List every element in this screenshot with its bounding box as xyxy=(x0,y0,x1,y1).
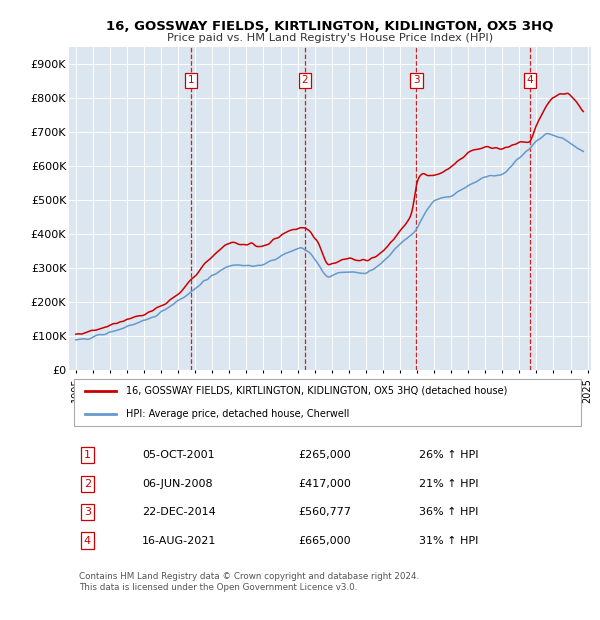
Text: Contains HM Land Registry data © Crown copyright and database right 2024.
This d: Contains HM Land Registry data © Crown c… xyxy=(79,572,419,592)
Text: HPI: Average price, detached house, Cherwell: HPI: Average price, detached house, Cher… xyxy=(127,409,350,419)
Text: 21% ↑ HPI: 21% ↑ HPI xyxy=(419,479,478,489)
Text: 31% ↑ HPI: 31% ↑ HPI xyxy=(419,536,478,546)
Text: £665,000: £665,000 xyxy=(299,536,352,546)
Text: Price paid vs. HM Land Registry's House Price Index (HPI): Price paid vs. HM Land Registry's House … xyxy=(167,33,493,43)
Text: £417,000: £417,000 xyxy=(299,479,352,489)
FancyBboxPatch shape xyxy=(74,379,581,426)
Text: 1: 1 xyxy=(84,450,91,460)
Text: 2: 2 xyxy=(302,76,308,86)
Text: 3: 3 xyxy=(413,76,420,86)
Text: 16, GOSSWAY FIELDS, KIRTLINGTON, KIDLINGTON, OX5 3HQ (detached house): 16, GOSSWAY FIELDS, KIRTLINGTON, KIDLING… xyxy=(127,386,508,396)
Text: 3: 3 xyxy=(84,507,91,517)
Text: 06-JUN-2008: 06-JUN-2008 xyxy=(142,479,213,489)
Text: 36% ↑ HPI: 36% ↑ HPI xyxy=(419,507,478,517)
Text: 4: 4 xyxy=(527,76,533,86)
Text: £560,777: £560,777 xyxy=(299,507,352,517)
Text: 1: 1 xyxy=(188,76,194,86)
Text: 22-DEC-2014: 22-DEC-2014 xyxy=(142,507,216,517)
Text: 26% ↑ HPI: 26% ↑ HPI xyxy=(419,450,478,460)
Text: £265,000: £265,000 xyxy=(299,450,352,460)
Text: 4: 4 xyxy=(84,536,91,546)
Text: 16-AUG-2021: 16-AUG-2021 xyxy=(142,536,217,546)
Text: 2: 2 xyxy=(84,479,91,489)
Text: 05-OCT-2001: 05-OCT-2001 xyxy=(142,450,215,460)
Text: 16, GOSSWAY FIELDS, KIRTLINGTON, KIDLINGTON, OX5 3HQ: 16, GOSSWAY FIELDS, KIRTLINGTON, KIDLING… xyxy=(106,20,554,33)
